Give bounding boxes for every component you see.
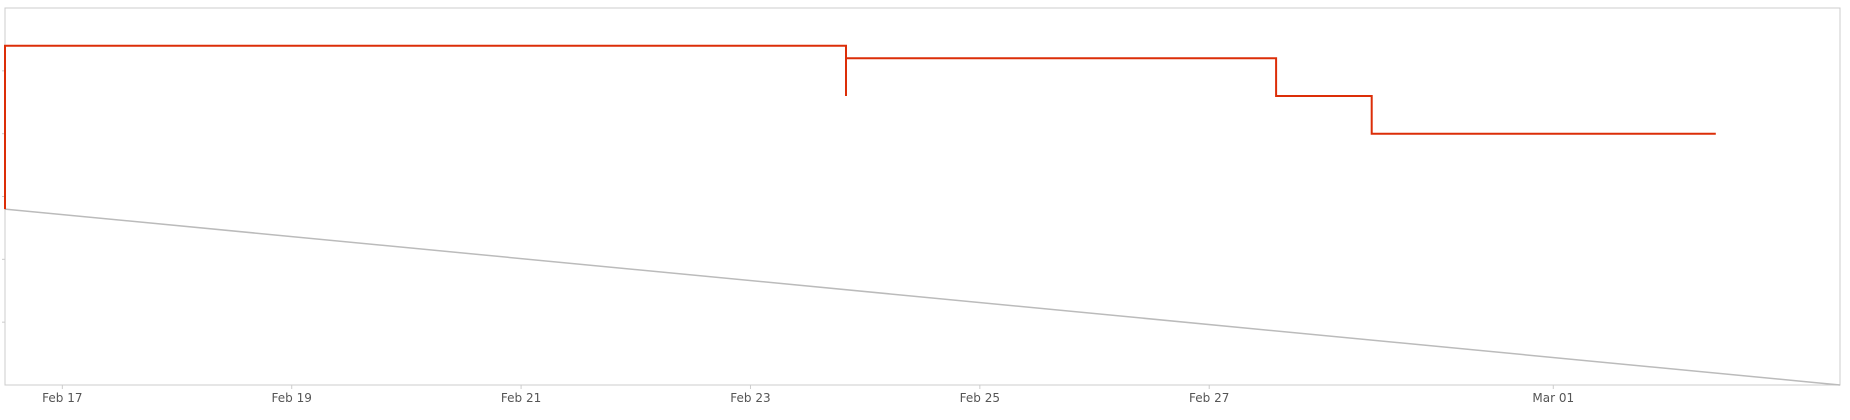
- remaining-step-line: [4, 44, 1716, 210]
- x-tick-label: Feb 25: [960, 391, 1000, 405]
- x-tick-label: Feb 19: [272, 391, 312, 405]
- x-tick-label: Mar 01: [1532, 391, 1574, 405]
- ideal-trend-line: [4, 208, 1841, 386]
- plot-frame: [4, 7, 1841, 386]
- x-tick-label: Feb 17: [42, 391, 82, 405]
- x-tick-label: Feb 27: [1189, 391, 1229, 405]
- x-axis-ticks: Feb 17 Feb 19 Feb 21 Feb 23 Feb 25 Feb 27 Mar …: [42, 385, 1574, 405]
- x-tick-label: Feb 21: [501, 391, 541, 405]
- series-layer: [4, 44, 1841, 386]
- x-tick-label: Feb 23: [730, 391, 770, 405]
